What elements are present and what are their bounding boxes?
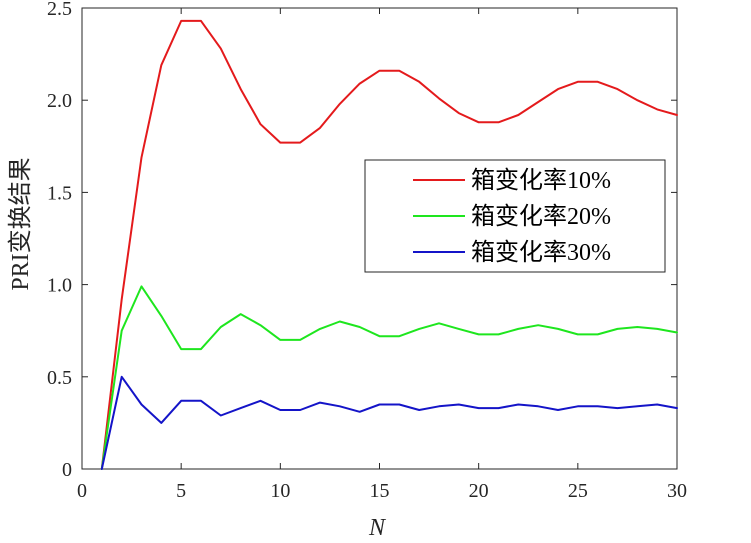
series-layer xyxy=(100,19,678,470)
y-tick-label: 1.0 xyxy=(47,275,72,297)
y-tick-label: 2.0 xyxy=(47,90,72,112)
y-tick-label: 0.5 xyxy=(47,367,72,389)
y-tick-label: 2.5 xyxy=(47,0,72,20)
y-tick-label: 1.5 xyxy=(47,182,72,204)
x-axis-title: N xyxy=(368,515,387,541)
legend-label-2: 箱变化率20% xyxy=(471,203,611,230)
series-line-1 xyxy=(100,19,678,470)
ticks-layer: 0 5 10 15 20 25 30 0 0.5 1.0 1.5 2.0 2.5 xyxy=(47,0,687,502)
series-line-3 xyxy=(100,375,678,470)
y-axis-title: PRI变换结果 xyxy=(7,157,34,290)
legend: 箱变化率10% 箱变化率20% 箱变化率30% xyxy=(364,159,666,273)
x-tick-label: 20 xyxy=(469,480,489,502)
x-tick-label: 15 xyxy=(370,480,390,502)
legend-label-3: 箱变化率30% xyxy=(471,239,611,266)
x-tick-label: 10 xyxy=(270,480,290,502)
legend-label-1: 箱变化率10% xyxy=(471,167,611,194)
x-tick-label: 5 xyxy=(176,480,186,502)
x-tick-label: 0 xyxy=(77,480,87,502)
series-line-2 xyxy=(100,285,678,470)
x-tick-label: 25 xyxy=(568,480,588,502)
x-tick-label: 30 xyxy=(667,480,687,502)
y-tick-label: 0 xyxy=(62,459,72,481)
